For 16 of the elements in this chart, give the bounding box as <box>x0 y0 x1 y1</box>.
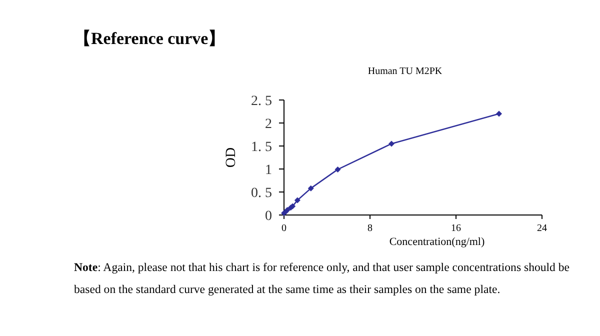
y-tick-label: 2 <box>265 117 272 132</box>
annotation: Note: Again, please not that his chart is for reference only, and that user sample concentrations should be based on the standard curve generated at the same time as their samples on the same plate. <box>74 259 571 298</box>
y-tick-label: 0. 5 <box>251 186 272 201</box>
x-tick-label: 24 <box>537 223 547 234</box>
y-tick-label: 2. 5 <box>251 94 272 109</box>
ylabel: OD <box>224 147 239 168</box>
title: 【Reference curve】 <box>74 29 226 48</box>
x-tick-label: 16 <box>451 223 461 234</box>
y-tick-label: 1 <box>265 163 272 178</box>
subtitle: Human TU M2PK <box>368 66 442 77</box>
plot: 0 0. 5 1 1. 5 2 2. 5 0 8 16 24 <box>251 94 547 234</box>
x-tick-label: 0 <box>282 223 286 234</box>
y-tick-label: 0 <box>265 209 272 224</box>
x-tick-label: 8 <box>368 223 372 234</box>
y-tick-label: 1. 5 <box>251 140 272 155</box>
xlabel: Concentration(ng/ml) <box>389 236 485 248</box>
